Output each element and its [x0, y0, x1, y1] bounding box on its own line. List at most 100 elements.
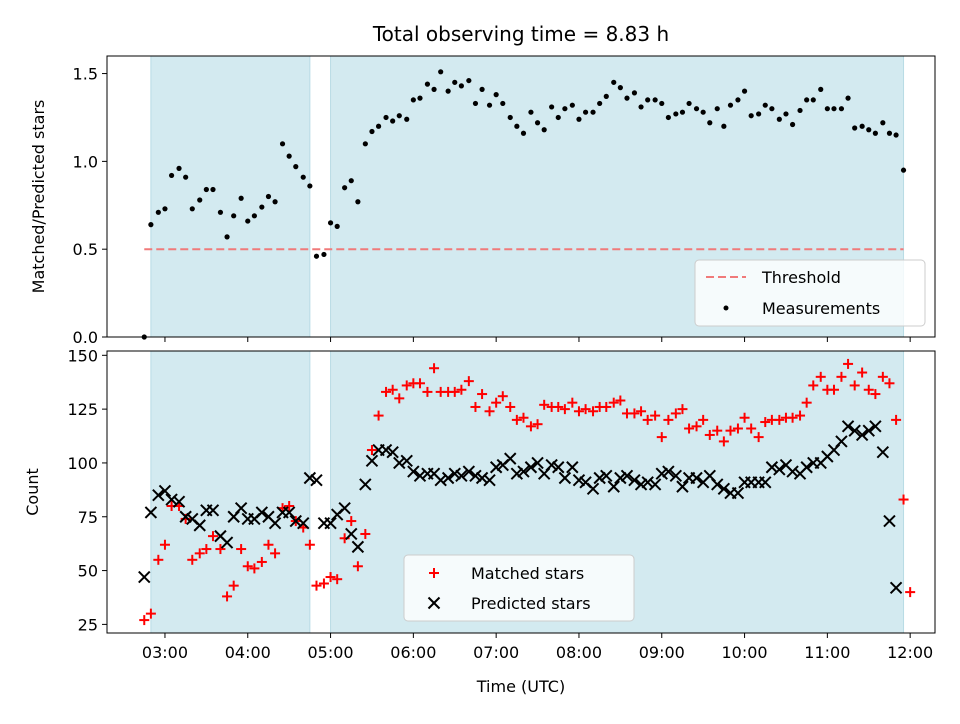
count-legend-box: [403, 554, 635, 622]
measurement-point: [390, 118, 396, 124]
count-panel: 25 50 75 100 125 150 03:00 04:00 05:00 06:00 07:0…: [23, 346, 936, 696]
measurement-point: [741, 88, 748, 94]
predicted-star-point: [455, 469, 468, 483]
predicted-star-point: [566, 461, 579, 474]
count-y-ticks: 25 50 75 100 125 150: [67, 346, 107, 634]
matched-star-point: [311, 580, 322, 591]
predicted-star-point: [172, 495, 186, 508]
predicted-star-point: [855, 428, 869, 442]
measurement-point: [259, 204, 265, 210]
predicted-star-point: [759, 476, 772, 489]
measurement-point: [769, 106, 775, 112]
matched-star-point: [360, 528, 371, 539]
matched-star-point: [394, 393, 405, 404]
ratio-panel: 0.0 0.5 1.0 1.5 Total observing time = 8.83…: [29, 22, 936, 347]
measurement-point: [831, 106, 837, 112]
x-tick-label: 03:00: [142, 643, 188, 662]
measurement-point: [693, 106, 700, 112]
y-tick-label: 1.5: [73, 65, 98, 84]
matched-star-point: [201, 544, 212, 555]
measurement-point: [582, 109, 589, 115]
measurement-point: [686, 100, 692, 107]
y-tick-label: 75: [78, 508, 98, 527]
measurement-point: [611, 79, 617, 85]
measurement-point: [486, 102, 493, 108]
measurement-point: [652, 97, 658, 103]
predicted-star-point: [158, 484, 172, 498]
matched-star-point: [629, 408, 640, 419]
matched-star-point: [484, 406, 495, 417]
predicted-star-point: [345, 527, 358, 541]
ratio-legend: Threshold Measurements: [694, 259, 926, 327]
x-axis-label: Time (UTC): [476, 677, 565, 696]
matched-stars-legend-label: Matched stars: [471, 564, 584, 583]
matched-star-point: [642, 414, 653, 425]
measurement-point: [189, 206, 195, 212]
predicted-stars-legend-marker: [427, 596, 441, 610]
predicted-star-point: [268, 517, 282, 530]
x-tick-label: 10:00: [722, 643, 768, 662]
measurement-point: [300, 174, 306, 180]
matched-star-point: [511, 414, 522, 425]
matched-star-point: [207, 531, 218, 542]
measurement-point: [293, 164, 299, 170]
matched-star-point: [704, 429, 715, 440]
matched-star-point: [505, 401, 516, 412]
matched-star-point: [718, 436, 729, 447]
predicted-star-point: [552, 461, 565, 474]
predicted-star-point: [510, 467, 524, 480]
measurement-point: [438, 69, 444, 75]
measurement-point: [597, 100, 603, 107]
measurement-point: [520, 130, 527, 136]
matched-star-point: [270, 548, 281, 559]
measurement-point: [541, 127, 547, 133]
measurement-point: [396, 113, 402, 119]
measurement-point: [383, 114, 389, 121]
predicted-star-point: [434, 473, 447, 487]
matched-star-point: [215, 544, 226, 555]
predicted-star-point: [848, 424, 861, 437]
matched-star-point: [381, 386, 392, 397]
threshold-legend-label: Threshold: [761, 268, 841, 287]
predicted-star-point: [634, 478, 648, 491]
predicted-star-point: [648, 478, 662, 491]
predicted-stars-legend-label: Predicted stars: [471, 594, 591, 613]
y-tick-label: 125: [67, 400, 98, 419]
predicted-star-point: [655, 467, 668, 480]
observing-window-band: [150, 55, 311, 338]
measurement-point: [466, 77, 472, 84]
matched-star-point: [249, 563, 260, 574]
predicted-star-point: [620, 469, 634, 483]
predicted-star-point: [469, 469, 482, 483]
measurement-point: [472, 100, 479, 107]
matched-star-point: [518, 412, 529, 423]
predicted-star-point: [282, 506, 296, 519]
count-y-axis-label: Count: [23, 468, 42, 516]
predicted-star-point: [324, 517, 337, 530]
ratio-x-ticks: [164, 337, 911, 342]
x-tick-label: 11:00: [804, 643, 850, 662]
measurement-point: [362, 141, 368, 147]
predicted-star-point: [338, 501, 351, 515]
matched-star-point: [636, 406, 647, 417]
matched-star-point: [263, 539, 274, 550]
matched-star-point: [898, 494, 909, 505]
measurement-point: [665, 114, 671, 121]
measurement-point: [327, 220, 334, 226]
predicted-star-point: [883, 514, 896, 528]
matched-star-point: [242, 561, 253, 572]
measurement-point: [617, 85, 623, 91]
measurement-point: [721, 123, 727, 129]
matched-star-point: [236, 544, 247, 555]
predicted-star-point: [448, 467, 461, 480]
matched-star-point: [491, 397, 502, 408]
matched-stars-legend-swatch: [429, 568, 439, 578]
ratio-panel-frame: [106, 55, 936, 338]
predicted-star-point: [413, 469, 427, 483]
matched-star-point: [746, 423, 757, 434]
predicted-star-point: [876, 445, 890, 459]
matched-star-point: [580, 404, 591, 415]
predicted-star-point: [365, 454, 379, 467]
matched-star-point: [712, 425, 723, 436]
measurement-point: [569, 102, 575, 108]
